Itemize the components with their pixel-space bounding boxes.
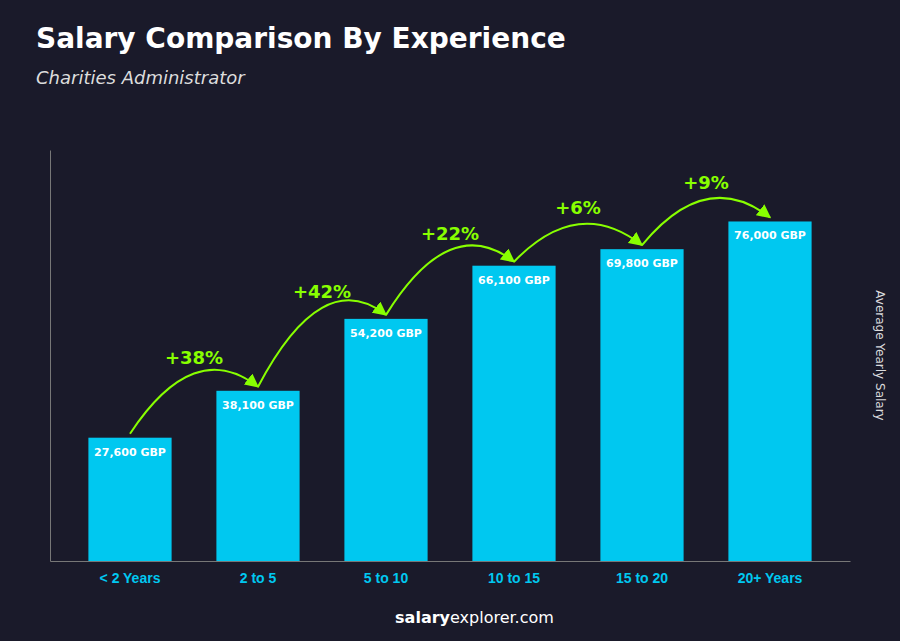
y-axis	[50, 151, 51, 562]
chart: Salary Comparison By Experience Charities…	[0, 0, 900, 641]
change-label: +6%	[555, 197, 601, 218]
data-label: 66,100 GBP	[478, 274, 550, 287]
plot: < 2 Years 2 to 5 5 to 10 10 to 15 15 to 20 20…	[51, 151, 851, 586]
change-label: +38%	[165, 347, 223, 368]
change-label: +42%	[293, 281, 351, 302]
x-tick: 2 to 5	[240, 561, 277, 586]
y-axis-line	[50, 151, 51, 562]
data-labels: 27,600 GBP 38,100 GBP 54,200 GBP 66,100 GBP…	[94, 229, 806, 458]
data-label: 38,100 GBP	[222, 399, 294, 412]
x-tick: 15 to 20	[616, 561, 668, 586]
bar	[88, 438, 171, 561]
x-tick: 10 to 15	[488, 561, 540, 586]
data-label: 76,000 GBP	[734, 229, 806, 242]
x-tick-label: 15 to 20	[616, 570, 668, 586]
change-arrow	[386, 245, 514, 314]
x-tick-label: 5 to 10	[364, 570, 409, 586]
subtitle: Charities Administrator	[36, 67, 246, 88]
x-tick-label: 10 to 15	[488, 570, 540, 586]
x-tick: 5 to 10	[364, 561, 409, 586]
data-label: 27,600 GBP	[94, 446, 166, 459]
change-label: +22%	[421, 223, 479, 244]
data-label: 54,200 GBP	[350, 327, 422, 340]
bar	[344, 319, 427, 561]
y-label: Average Yearly Salary	[873, 290, 887, 420]
x-tick-label: 20+ Years	[738, 570, 803, 586]
change-arrow	[258, 300, 386, 386]
bar	[600, 249, 683, 561]
footer: explorer.com	[450, 608, 554, 627]
change-arrow	[514, 224, 642, 262]
x-tick-label: 2 to 5	[240, 570, 277, 586]
change-arrow	[642, 198, 770, 245]
bars	[88, 221, 811, 561]
x-axis: < 2 Years 2 to 5 5 to 10 10 to 15 15 to 20 20…	[51, 561, 851, 586]
bar	[728, 221, 811, 561]
change-label: +9%	[683, 172, 729, 193]
footer: salary	[395, 608, 450, 627]
bar	[216, 391, 299, 561]
bar	[472, 266, 555, 561]
change-annotations: +38% +42% +22% +6% +9%	[130, 172, 770, 433]
title: Salary Comparison By Experience	[36, 22, 566, 55]
x-tick: < 2 Years	[100, 561, 161, 586]
x-tick: 20+ Years	[738, 561, 803, 586]
data-label: 69,800 GBP	[606, 257, 678, 270]
change-arrow	[130, 370, 258, 434]
x-tick-label: < 2 Years	[100, 570, 161, 586]
x-axis-line	[51, 561, 851, 562]
